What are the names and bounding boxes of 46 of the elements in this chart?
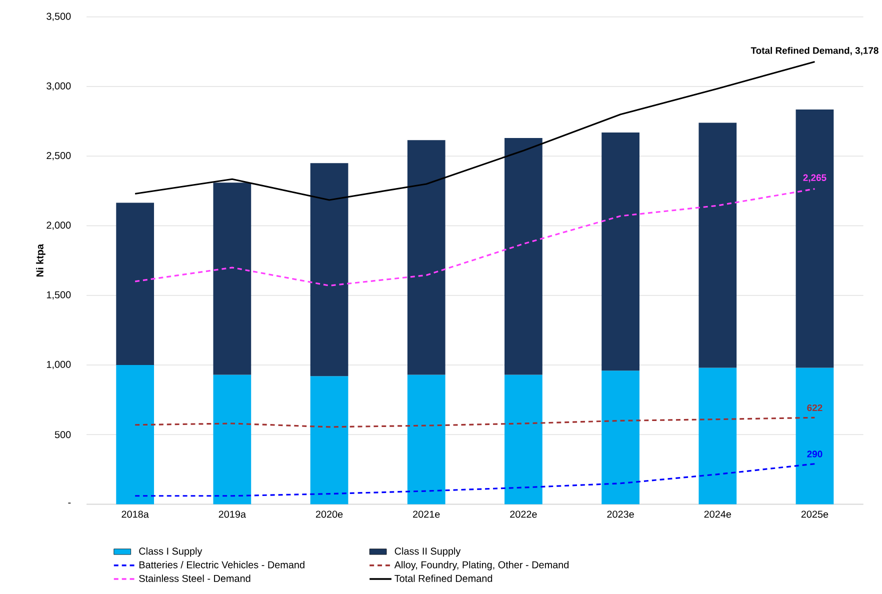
y-tick-label: 3,000 xyxy=(46,82,71,91)
bar xyxy=(504,138,542,375)
x-tick-label: 2020e xyxy=(316,510,343,518)
legend-label: Class II Supply xyxy=(394,548,461,557)
bar xyxy=(407,140,446,375)
y-axis-title: Ni ktpa xyxy=(36,244,46,277)
bar xyxy=(698,122,737,368)
legend-label: Class I Supply xyxy=(139,548,202,557)
y-tick-label: 3,500 xyxy=(46,12,71,22)
x-tick-label: 2022e xyxy=(510,510,537,518)
y-tick-label: 2,500 xyxy=(46,152,71,160)
bar xyxy=(116,202,154,366)
legend-label: Total Refined Demand xyxy=(394,574,492,582)
bar xyxy=(504,374,542,504)
data-label: 2,265 xyxy=(803,174,826,182)
bar xyxy=(213,374,252,504)
bar xyxy=(213,182,252,375)
line-series xyxy=(134,463,816,497)
y-tick-label: 500 xyxy=(54,431,71,438)
legend-label: Batteries / Electric Vehicles - Demand xyxy=(139,561,304,568)
x-tick-label: 2025e xyxy=(801,510,828,518)
bar xyxy=(407,374,446,504)
y-tick-label: - xyxy=(68,502,71,504)
line-series xyxy=(134,416,816,428)
x-tick-label: 2023e xyxy=(607,510,634,518)
x-tick-label: 2018a xyxy=(122,510,149,518)
x-tick-label: 2019a xyxy=(218,510,246,518)
legend-label: Stainless Steel - Demand xyxy=(139,574,250,582)
bar xyxy=(796,368,834,504)
bar xyxy=(602,370,640,504)
data-label: Total Refined Demand, 3,178 xyxy=(750,47,878,56)
x-tick-label: 2024e xyxy=(704,510,732,518)
bar xyxy=(698,368,737,504)
bar xyxy=(310,376,348,504)
legend-label: Alloy, Foundry, Plating, Other - Demand xyxy=(394,561,569,570)
line-series xyxy=(134,188,816,287)
y-tick-label: 1,500 xyxy=(46,291,71,300)
bar xyxy=(116,365,154,504)
bar xyxy=(602,132,640,371)
data-label: 622 xyxy=(807,404,822,412)
data-label: 290 xyxy=(807,450,822,458)
y-tick-label: 2,000 xyxy=(46,222,71,230)
y-tick-label: 1,000 xyxy=(46,361,71,370)
bar xyxy=(796,110,834,368)
x-tick-label: 2021e xyxy=(413,510,440,518)
bar xyxy=(310,163,348,376)
